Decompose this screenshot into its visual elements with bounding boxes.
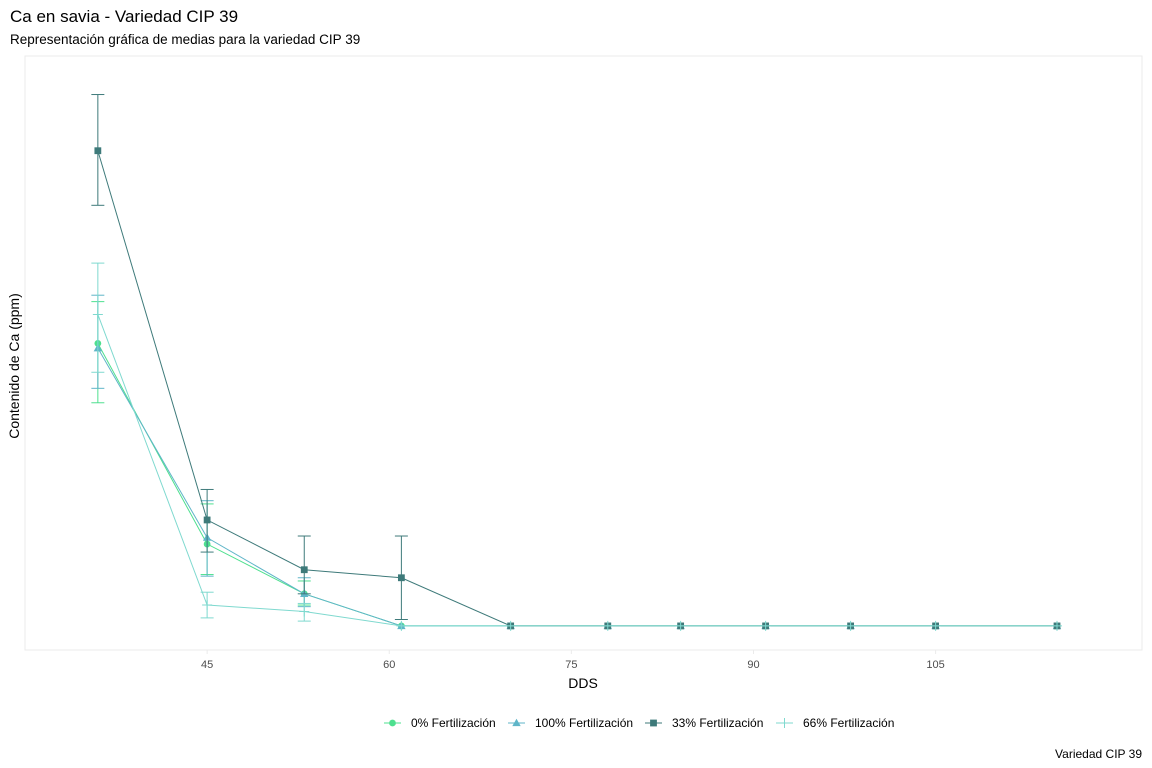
legend-key-marker [650, 719, 657, 727]
legend-label: 66% Fertilización [803, 716, 894, 730]
x-tick-label: 45 [201, 659, 213, 671]
data-point [602, 620, 613, 631]
legend-label: 33% Fertilización [672, 716, 763, 730]
legend-key-marker [389, 719, 396, 727]
data-point [505, 620, 516, 631]
data-point [675, 620, 686, 631]
series-3 [91, 262, 1063, 631]
series-0 [91, 301, 1061, 630]
chart-caption: Variedad CIP 39 [1055, 747, 1142, 761]
x-axis-title: DDS [568, 675, 598, 691]
data-point [203, 516, 211, 524]
series-line [97, 150, 1058, 627]
legend-label: 100% Fertilización [535, 716, 633, 730]
data-point [202, 600, 213, 611]
data-point [930, 620, 941, 631]
legend-label: 0% Fertilización [411, 716, 496, 730]
legend-item: 100% Fertilización [508, 716, 633, 730]
legend-key-marker [779, 718, 790, 728]
legend: 0% Fertilización 100% Fertilización 33% Fe… [384, 716, 894, 730]
chart-title: Ca en savia - Variedad CIP 39 [10, 7, 239, 26]
series-layer [91, 94, 1063, 631]
series-2 [91, 94, 1061, 630]
series-line [97, 347, 1058, 627]
data-point [1052, 620, 1063, 631]
plot-panel-border [24, 55, 1143, 651]
data-point [760, 620, 771, 631]
series-line [97, 314, 1058, 627]
data-point [396, 620, 407, 631]
data-point [397, 574, 405, 582]
series-1 [91, 294, 1062, 630]
x-tick-label: 60 [383, 659, 395, 671]
legend-item: 66% Fertilización [776, 716, 894, 730]
legend-item: 0% Fertilización [384, 716, 496, 730]
x-tick-label: 105 [926, 659, 944, 671]
chart-subtitle: Representación gráfica de medias para la… [10, 32, 361, 47]
error-bar [297, 535, 311, 595]
data-point [300, 566, 308, 574]
y-axis-title: Contenido de Ca (ppm) [6, 293, 22, 439]
series-line [97, 343, 1058, 627]
x-tick-label: 90 [747, 659, 759, 671]
data-point [94, 147, 102, 155]
legend-item: 33% Fertilización [645, 716, 763, 730]
legend-key-marker [512, 718, 521, 727]
data-point [299, 606, 310, 617]
x-axis-ticks: 45 60 75 90 105 [201, 650, 945, 671]
data-point [845, 620, 856, 631]
data-point [92, 309, 103, 320]
x-tick-label: 75 [565, 659, 577, 671]
